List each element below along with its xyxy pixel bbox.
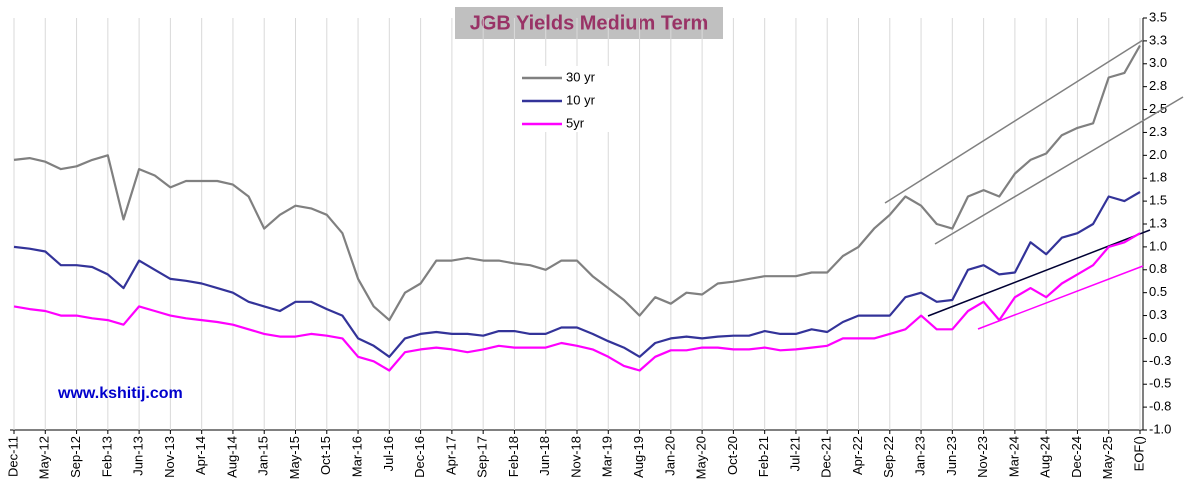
x-tick-label: EOF()	[1131, 436, 1146, 471]
y-tick-label: -0.8	[1149, 399, 1171, 414]
x-tick-label: May-12	[37, 436, 52, 479]
y-tick-label: 2.0	[1149, 147, 1167, 162]
x-tick-label: Feb-18	[506, 436, 521, 477]
x-tick-label: Feb-21	[756, 436, 771, 477]
series-line	[13, 44, 1141, 322]
chart-title: JGB Yields Medium Term	[470, 12, 709, 34]
x-tick-label: Jul-16	[381, 436, 396, 471]
x-tick-label: Apr-14	[193, 436, 208, 475]
y-tick-label: 1.0	[1149, 238, 1167, 253]
y-tick-label: 3.5	[1149, 9, 1167, 24]
grid: 3.5 3.3 3.0 2.8 2.5 2.3 2.0 1.8 1.5 1.3 1.0 0.8 0.5 0…	[5, 9, 1171, 479]
y-tick-label: 3.0	[1149, 55, 1167, 70]
legend-label: 5yr	[566, 115, 585, 130]
plot	[13, 44, 1141, 372]
legend-label: 30 yr	[566, 69, 596, 84]
x-tick-label: Jun-18	[537, 436, 552, 476]
y-tick-label: 0.0	[1149, 330, 1167, 345]
series-line	[13, 191, 1141, 358]
x-tick-label: Dec-11	[5, 436, 20, 477]
x-tick-label: Oct-15	[318, 436, 333, 475]
x-tick-label: Aug-19	[631, 436, 646, 478]
x-tick-label: Jul-21	[787, 436, 802, 471]
title-box	[455, 7, 723, 39]
legend-label: 10 yr	[566, 92, 596, 107]
x-tick-label: Jun-13	[131, 436, 146, 476]
y-tick-label: -1.0	[1149, 421, 1171, 436]
series-line	[13, 232, 1141, 372]
y-tick-label: 1.5	[1149, 193, 1167, 208]
x-tick-label: May-25	[1100, 436, 1115, 479]
trend-lines	[884, 39, 1184, 330]
x-tick-label: May-20	[694, 436, 709, 479]
x-tick-label: Mar-24	[1006, 436, 1021, 477]
x-tick-label: Sep-22	[881, 436, 896, 478]
x-tick-label: Jan-15	[256, 436, 271, 476]
x-tick-label: Dec-24	[1069, 436, 1084, 478]
x-tick-label: Oct-20	[725, 436, 740, 475]
y-tick-label: -0.5	[1149, 376, 1171, 391]
x-tick-label: Mar-16	[349, 436, 364, 477]
x-tick-label: Sep-12	[68, 436, 83, 478]
x-tick-label: May-15	[287, 436, 302, 479]
x-tick-label: Aug-24	[1038, 436, 1053, 478]
trend-line	[927, 229, 1151, 317]
x-tick-label: Jun-23	[944, 436, 959, 476]
x-tick-label: Apr-17	[443, 436, 458, 475]
y-tick-label: 2.5	[1149, 101, 1167, 116]
y-tick-label: 2.8	[1149, 78, 1167, 93]
y-tick-label: 0.8	[1149, 261, 1167, 276]
x-tick-label: Dec-21	[819, 436, 834, 478]
y-tick-label: -0.3	[1149, 353, 1171, 368]
trend-line	[884, 39, 1144, 204]
x-tick-label: Mar-19	[600, 436, 615, 477]
x-tick-label: Nov-18	[568, 436, 583, 478]
trend-line	[977, 265, 1144, 330]
y-tick-label: 3.3	[1149, 32, 1167, 47]
x-tick-label: Aug-14	[224, 436, 239, 478]
legend-items: 30 yr 10 yr 5yr	[522, 69, 596, 130]
watermark: www.kshitij.com	[57, 385, 183, 402]
trend-line	[934, 96, 1184, 245]
x-tick-label: Apr-22	[850, 436, 865, 475]
x-tick-label: Jan-23	[912, 436, 927, 476]
y-tick-label: 1.3	[1149, 215, 1167, 230]
y-tick-label: 1.8	[1149, 170, 1167, 185]
x-tick-label: Dec-16	[412, 436, 427, 478]
x-tick-label: Jan-20	[662, 436, 677, 476]
y-tick-label: 2.3	[1149, 124, 1167, 139]
x-tick-label: Nov-23	[975, 436, 990, 478]
y-tick-label: 0.3	[1149, 307, 1167, 322]
y-tick-label: 0.5	[1149, 284, 1167, 299]
x-tick-label: Sep-17	[475, 436, 490, 478]
x-tick-label: Nov-13	[162, 436, 177, 478]
x-tick-label: Feb-13	[99, 436, 114, 477]
